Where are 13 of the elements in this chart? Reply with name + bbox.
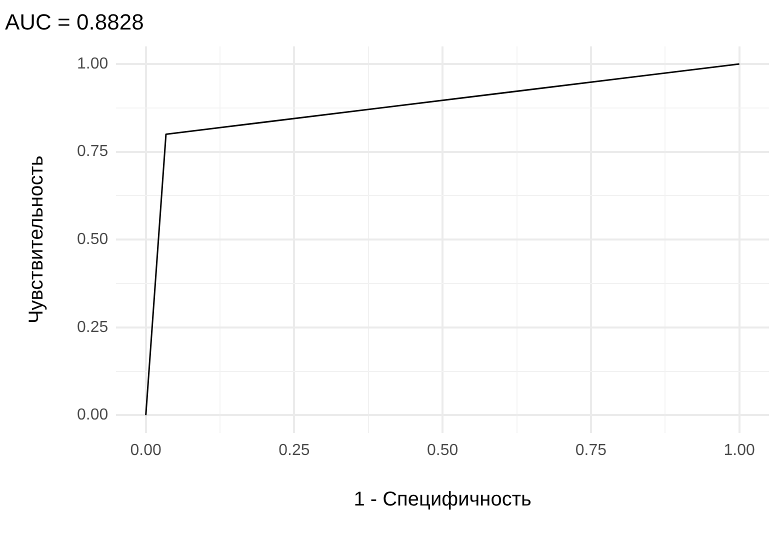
y-tick-label: 1.00	[77, 55, 108, 72]
x-tick-label: 0.75	[575, 442, 607, 459]
y-tick-label: 0.50	[77, 231, 108, 248]
x-tick-label: 0.50	[427, 442, 458, 459]
y-tick-label: 0.00	[77, 406, 108, 424]
chart-title: AUC = 0.8828	[5, 9, 144, 34]
text: 0.00	[130, 442, 162, 459]
x-tick-label: 0.25	[278, 442, 310, 459]
x-tick-label: 1.00	[724, 442, 755, 459]
x-axis-title: 1 - Специфичность	[354, 488, 532, 511]
y-tick-label: 0.75	[77, 143, 108, 160]
y-tick-label: 0.25	[77, 318, 108, 336]
y-axis-title: Чувствительность	[26, 156, 48, 324]
